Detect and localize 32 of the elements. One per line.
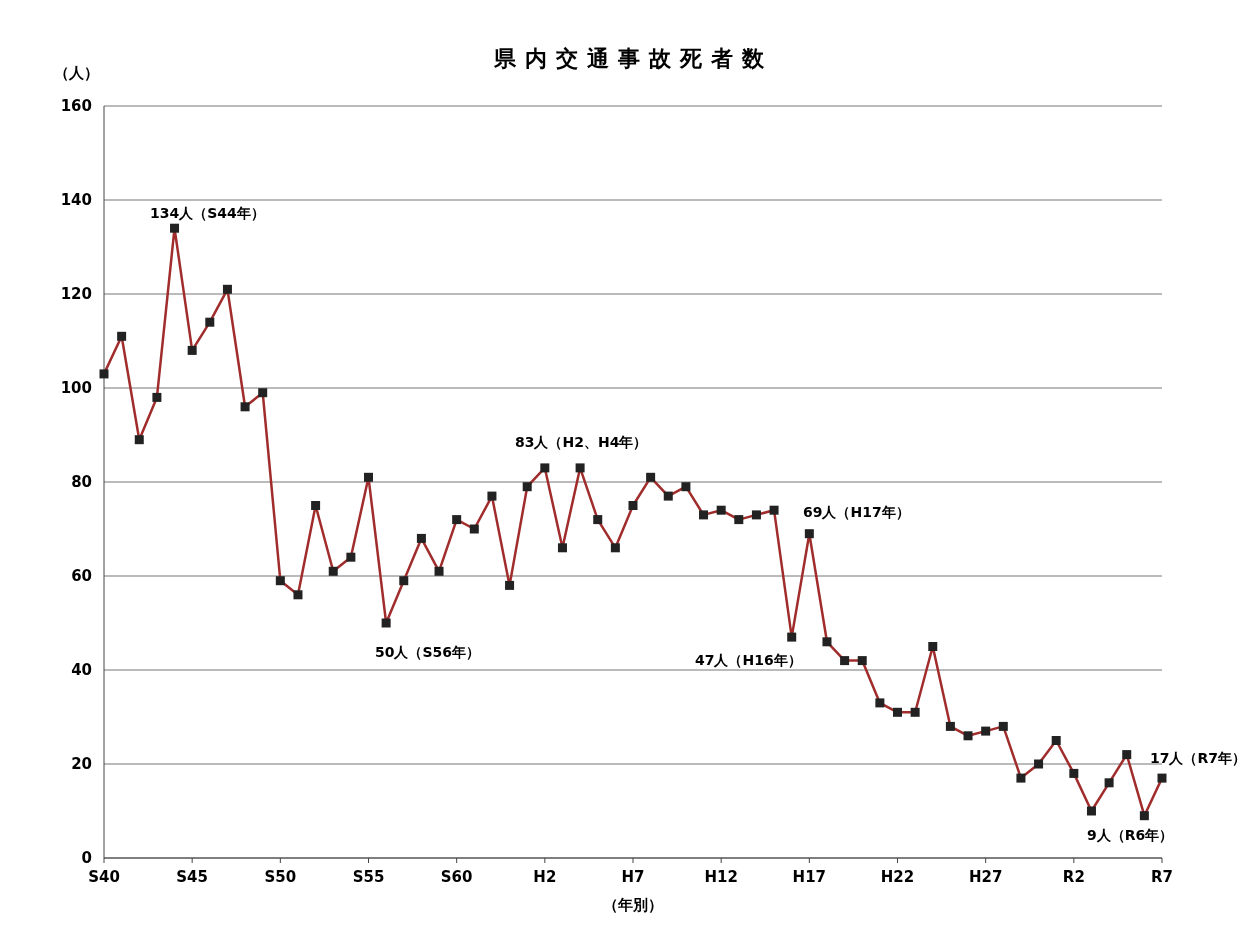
- x-tick-label: S45: [176, 868, 209, 886]
- x-tick-label: H27: [968, 868, 1003, 886]
- y-axis-title: （人）: [54, 64, 99, 82]
- x-tick-label: S40: [88, 868, 120, 886]
- annotation: 69人（H17年）: [803, 504, 910, 520]
- x-tick-label: S60: [440, 868, 473, 886]
- y-tick-label: 80: [71, 473, 92, 491]
- x-tick-label: R7: [1151, 868, 1173, 886]
- x-tick-label: S55: [352, 868, 385, 886]
- y-tick-label: 40: [71, 661, 92, 679]
- x-tick-label: H12: [704, 868, 738, 886]
- y-tick-label: 20: [71, 755, 92, 773]
- y-tick-label: 100: [60, 379, 92, 397]
- annotation: 17人（R7年）: [1149, 750, 1246, 766]
- annotation: 47人（H16年）: [695, 652, 802, 668]
- x-tick-label: R2: [1062, 868, 1085, 886]
- x-tick-label: S50: [264, 868, 297, 886]
- y-tick-label: 60: [71, 567, 92, 585]
- y-tick-label: 0: [81, 849, 92, 867]
- y-tick-label: 160: [60, 97, 92, 115]
- annotation: 9人（R6年）: [1087, 827, 1174, 843]
- x-tick-label: H17: [792, 868, 827, 886]
- annotation: 50人（S56年）: [375, 644, 481, 660]
- x-tick-label: H2: [533, 868, 557, 886]
- y-tick-label: 120: [60, 285, 92, 303]
- x-tick-label: H22: [880, 868, 915, 886]
- chart-title: 県内交通事故死者数: [492, 46, 773, 71]
- y-tick-label: 140: [60, 191, 92, 209]
- annotation: 134人（S44年）: [150, 205, 265, 221]
- annotation: 83人（H2、H4年）: [515, 434, 648, 450]
- x-tick-label: H7: [621, 868, 645, 886]
- x-axis-title: （年別）: [603, 896, 663, 914]
